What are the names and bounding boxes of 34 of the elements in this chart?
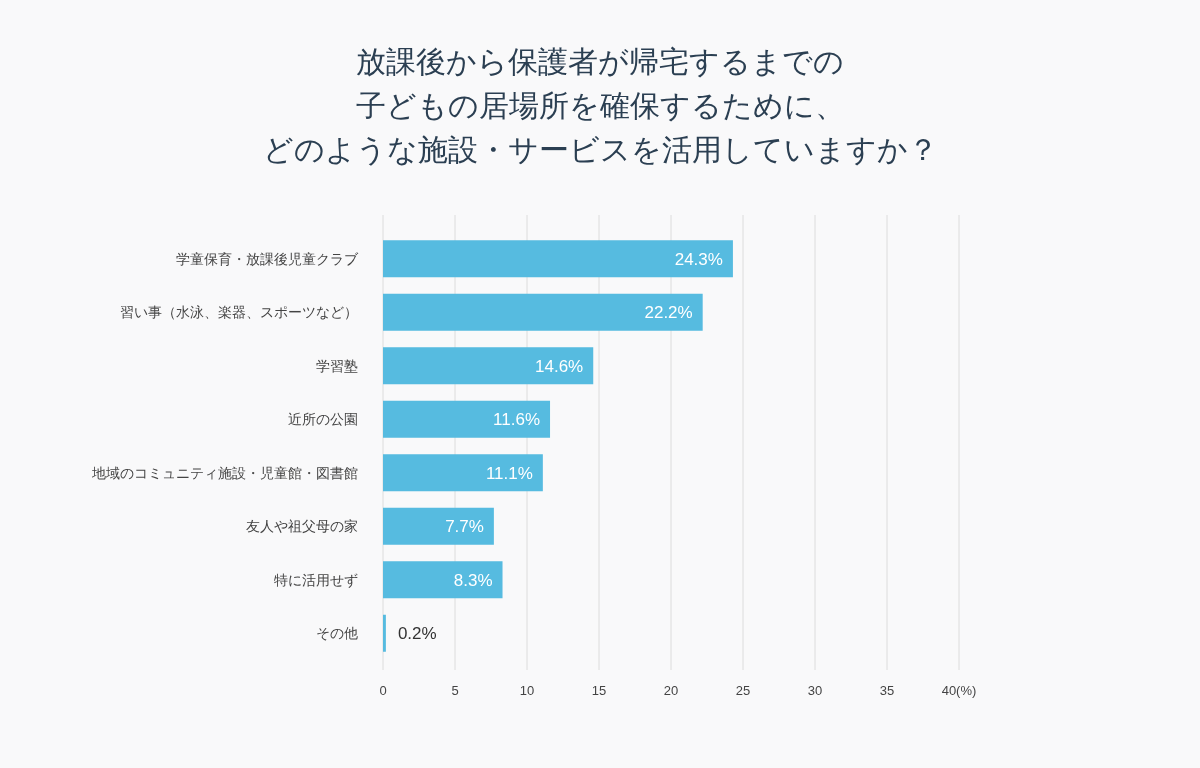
data-label: 11.6%: [493, 410, 541, 430]
title: 放課後から保護者が帰宅するまでの子どもの居場所を確保するために、どのような施設・サービスを活用していますか？: [262, 45, 938, 166]
bar: [383, 240, 733, 278]
bar: [383, 400, 551, 438]
x-tick-label: 40(%): [941, 683, 977, 698]
x-tick-label: 5: [451, 683, 459, 698]
x-tick-label: 35: [879, 683, 895, 698]
x-tick-label: 20: [663, 683, 679, 698]
y-tick-label: 友人や祖父母の家: [246, 518, 358, 535]
x-tick-label: 25: [735, 683, 751, 698]
data-label: 0.2%: [397, 624, 437, 644]
y-tick-label: 学童保育・放課後児童クラブ: [176, 250, 359, 267]
data-label: 14.6%: [535, 356, 584, 376]
y-tick-label: その他: [316, 625, 358, 642]
data-label: 8.3%: [453, 570, 493, 590]
y-tick-label: 近所の公園: [288, 411, 358, 428]
x-tick-label: 30: [807, 683, 823, 698]
data-label: 11.1%: [485, 463, 533, 483]
data-label: 24.3%: [674, 249, 723, 269]
bar: [383, 293, 703, 331]
data-label: 22.2%: [644, 303, 693, 323]
data-label: 7.7%: [445, 517, 484, 537]
bar: [383, 561, 503, 599]
bar: [383, 454, 543, 492]
y-tick-label: 特に活用せず: [274, 571, 358, 588]
bar: [383, 347, 594, 385]
y-tick-label: 地域のコミュニティ施設・児童館・図書館: [91, 464, 358, 481]
bar: [383, 614, 386, 652]
x-tick-label: 0: [379, 683, 387, 698]
y-tick-label: 学習塾: [316, 357, 358, 374]
bar: [383, 507, 494, 545]
x-tick-label: 10: [519, 683, 535, 698]
y-tick-label: 習い事（水泳、楽器、スポーツなど）: [120, 304, 358, 321]
x-tick-label: 15: [591, 683, 607, 698]
